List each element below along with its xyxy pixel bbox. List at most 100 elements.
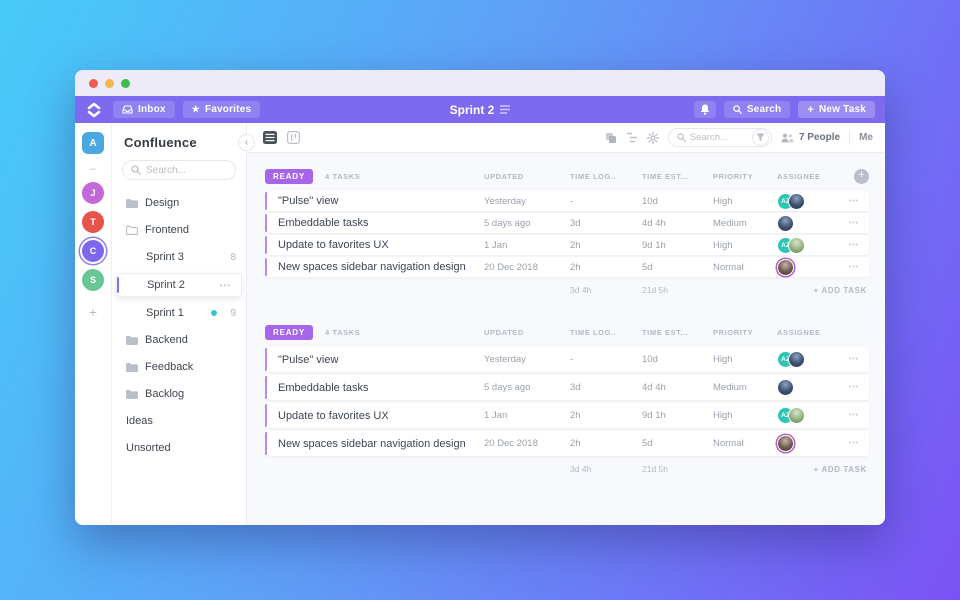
- task-name[interactable]: New spaces sidebar navigation design: [278, 437, 466, 450]
- column-header-priority[interactable]: PRIORITY: [713, 172, 754, 181]
- column-header-updated[interactable]: UPDATED: [484, 172, 524, 181]
- sidebar-item-backlog[interactable]: Backlog: [112, 383, 246, 405]
- add-user-button[interactable]: +: [88, 304, 98, 320]
- user-avatar-c-selected[interactable]: C: [82, 240, 104, 262]
- assignee-avatars[interactable]: [777, 258, 839, 276]
- collapse-sidebar-button[interactable]: ‹: [238, 134, 255, 151]
- sidebar-item-frontend[interactable]: Frontend: [112, 219, 246, 241]
- avatar-photo: [777, 435, 794, 452]
- row-menu-button[interactable]: •••: [848, 197, 859, 205]
- sidebar-search[interactable]: [122, 160, 236, 180]
- me-filter-button[interactable]: Me: [859, 132, 873, 143]
- column-header-time-logged[interactable]: TIME LOG..: [570, 328, 617, 337]
- user-avatar-t[interactable]: T: [82, 211, 104, 233]
- settings-gear-icon[interactable]: [646, 131, 659, 144]
- sidebar-search-input[interactable]: [146, 164, 226, 176]
- status-badge[interactable]: READY: [265, 169, 314, 184]
- task-name[interactable]: "Pulse" view: [278, 353, 339, 366]
- assignee-avatars[interactable]: [777, 214, 839, 232]
- view-search[interactable]: [667, 128, 772, 147]
- collapse-rail-icon[interactable]: –: [89, 161, 97, 175]
- row-menu-button[interactable]: •••: [848, 241, 859, 249]
- view-search-input[interactable]: [689, 132, 748, 143]
- task-row[interactable]: Embeddable tasks 5 days ago 3d 4d 4h Med…: [265, 213, 869, 233]
- task-row[interactable]: Update to favorites UX 1 Jan 2h 9d 1h Hi…: [265, 403, 869, 428]
- task-name[interactable]: Update to favorites UX: [278, 239, 389, 251]
- sidebar-item-label: Frontend: [145, 224, 190, 236]
- row-menu-button[interactable]: •••: [848, 412, 859, 419]
- row-menu-button[interactable]: •••: [848, 356, 859, 363]
- task-name[interactable]: "Pulse" view: [278, 195, 339, 207]
- row-menu-button[interactable]: •••: [848, 263, 859, 271]
- people-filter-button[interactable]: 7 People: [781, 132, 840, 143]
- column-header-time-est[interactable]: TIME EST...: [642, 328, 689, 337]
- cell-time-est: 10d: [642, 354, 658, 365]
- close-window-button[interactable]: [89, 78, 98, 88]
- add-task-button[interactable]: + ADD TASK: [813, 464, 867, 474]
- cell-priority: Normal: [713, 261, 744, 273]
- inbox-button[interactable]: Inbox: [113, 101, 175, 118]
- row-menu-button[interactable]: •••: [848, 440, 859, 447]
- column-header-time-logged[interactable]: TIME LOG..: [570, 172, 617, 181]
- sidebar-item-feedback[interactable]: Feedback: [112, 356, 246, 378]
- task-name[interactable]: Embeddable tasks: [278, 217, 369, 229]
- app-body: A – J T C S + Confluence ‹: [75, 123, 885, 525]
- sidebar-item-unsorted[interactable]: Unsorted: [112, 437, 246, 459]
- assignee-avatars[interactable]: AZ: [777, 236, 839, 254]
- status-badge[interactable]: READY: [265, 325, 314, 340]
- global-search-button[interactable]: Search: [723, 101, 791, 118]
- favorites-button[interactable]: ★ Favorites: [182, 101, 261, 118]
- task-row[interactable]: "Pulse" view Yesterday - 10d High AZ •••: [265, 191, 869, 211]
- sidebar-item-backend[interactable]: Backend: [112, 329, 246, 351]
- group-spacer: [265, 299, 869, 325]
- assignee-avatars[interactable]: AZ: [777, 351, 839, 368]
- column-header-updated[interactable]: UPDATED: [484, 328, 524, 337]
- filter-funnel-button[interactable]: [751, 129, 769, 146]
- minimize-window-button[interactable]: [105, 78, 114, 88]
- column-header-assignee[interactable]: ASSIGNEE: [777, 172, 821, 181]
- task-row[interactable]: New spaces sidebar navigation design 20 …: [265, 257, 869, 277]
- workspace-avatar[interactable]: A: [82, 132, 104, 154]
- task-row[interactable]: Embeddable tasks 5 days ago 3d 4d 4h Med…: [265, 375, 869, 400]
- copy-layers-icon[interactable]: [605, 132, 617, 144]
- user-avatar-j[interactable]: J: [82, 182, 104, 204]
- board-view-button[interactable]: [287, 131, 300, 144]
- subtasks-tree-icon[interactable]: [626, 132, 638, 143]
- task-list-content: READY 4 TASKS UPDATED TIME LOG.. TIME ES…: [247, 153, 885, 525]
- add-task-button[interactable]: + ADD TASK: [813, 285, 867, 295]
- assignee-avatars[interactable]: AZ: [777, 407, 839, 424]
- add-column-button[interactable]: +: [854, 169, 869, 184]
- sidebar-item-design[interactable]: Design: [112, 192, 246, 214]
- fullscreen-window-button[interactable]: [121, 78, 130, 88]
- item-menu-icon[interactable]: •••: [219, 280, 231, 290]
- cell-time-est: 4d 4h: [642, 217, 666, 229]
- new-task-button[interactable]: + New Task: [798, 101, 875, 118]
- clickup-logo-icon[interactable]: [83, 99, 105, 121]
- page-title: Sprint 2: [449, 102, 495, 117]
- assignee-avatars[interactable]: [777, 435, 839, 452]
- task-name[interactable]: Embeddable tasks: [278, 381, 369, 394]
- task-name[interactable]: Update to favorites UX: [278, 409, 389, 422]
- notifications-bell-button[interactable]: [693, 101, 716, 118]
- sidebar-item-ideas[interactable]: Ideas: [112, 410, 246, 432]
- assignee-avatars[interactable]: [777, 379, 839, 396]
- sidebar-item-sprint-1[interactable]: Sprint 1 9: [112, 302, 246, 324]
- task-row[interactable]: "Pulse" view Yesterday - 10d High AZ •••: [265, 347, 869, 372]
- cell-priority: Normal: [713, 438, 744, 449]
- task-row[interactable]: New spaces sidebar navigation design 20 …: [265, 431, 869, 456]
- cell-time-logged: 2h: [570, 239, 581, 251]
- user-avatar-s[interactable]: S: [82, 269, 104, 291]
- row-menu-button[interactable]: •••: [848, 384, 859, 391]
- sidebar-item-sprint-2-selected[interactable]: Sprint 2 •••: [116, 273, 242, 297]
- column-header-time-est[interactable]: TIME EST...: [642, 172, 689, 181]
- cell-updated: 5 days ago: [484, 217, 531, 229]
- task-row[interactable]: Update to favorites UX 1 Jan 2h 9d 1h Hi…: [265, 235, 869, 255]
- task-name[interactable]: New spaces sidebar navigation design: [278, 261, 466, 273]
- assignee-avatars[interactable]: AZ: [777, 192, 839, 210]
- sidebar-item-sprint-3[interactable]: Sprint 3 8: [112, 246, 246, 268]
- column-header-assignee[interactable]: ASSIGNEE: [777, 328, 821, 337]
- row-menu-button[interactable]: •••: [848, 219, 859, 227]
- list-view-button-active[interactable]: [263, 131, 277, 144]
- column-header-priority[interactable]: PRIORITY: [713, 328, 754, 337]
- search-icon: [677, 133, 686, 142]
